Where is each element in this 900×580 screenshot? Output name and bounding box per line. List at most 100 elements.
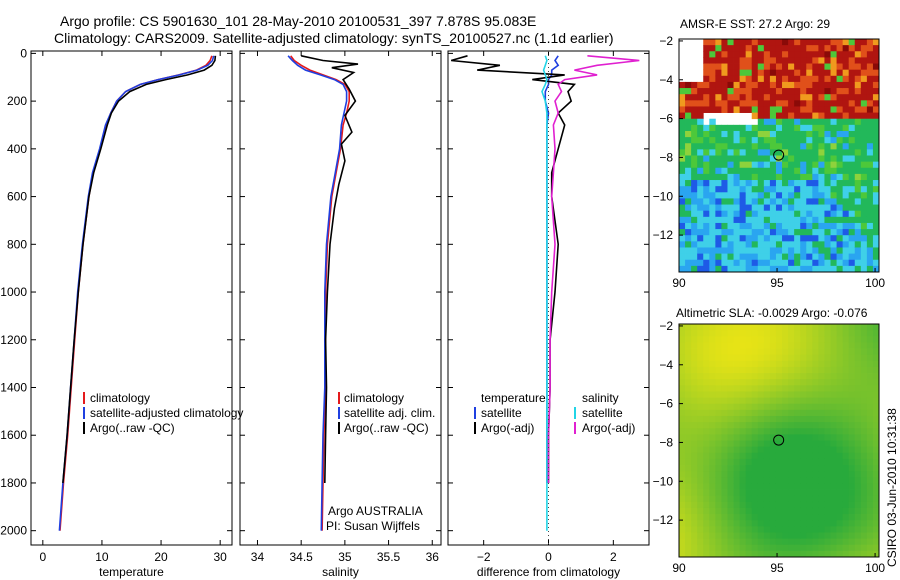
map-cell <box>751 137 759 144</box>
map-cell <box>775 342 783 349</box>
map-cell <box>757 130 765 138</box>
map-cell <box>782 477 789 484</box>
map-cell <box>763 507 771 515</box>
map-cell <box>763 198 771 205</box>
map-cell <box>842 495 850 503</box>
map-cell <box>818 495 825 503</box>
map-cell <box>800 514 807 521</box>
map-cell <box>842 348 850 356</box>
map-cell <box>679 422 686 429</box>
map-cell <box>691 434 698 441</box>
map-cell <box>763 222 771 230</box>
map-cell <box>866 477 874 484</box>
map-cell <box>788 259 795 267</box>
map-cell <box>854 81 862 89</box>
map-cell <box>715 106 722 113</box>
map-cell <box>800 471 807 478</box>
y-tick-label: −10 <box>653 474 674 488</box>
map-cell <box>751 57 759 64</box>
map-cell <box>691 204 698 212</box>
map-cell <box>679 265 686 273</box>
map-cell <box>751 198 759 205</box>
map-cell <box>836 354 844 362</box>
map-cell <box>800 75 807 83</box>
map-cell <box>782 247 789 254</box>
map-cell <box>836 155 844 163</box>
map-cell <box>800 483 807 490</box>
map-cell <box>788 452 795 460</box>
map-cell <box>679 434 686 441</box>
map-cell <box>860 57 868 64</box>
map-cell <box>842 143 850 150</box>
map-cell <box>721 173 728 181</box>
map-cell <box>679 222 686 230</box>
x-axis-label: temperature <box>99 565 164 579</box>
map-cell <box>697 253 704 261</box>
map-cell <box>721 526 728 533</box>
map-cell <box>830 446 837 454</box>
map-cell <box>788 397 795 405</box>
map-cell <box>842 514 850 521</box>
map-cell <box>860 324 868 331</box>
map-cell <box>830 63 837 71</box>
map-cell <box>836 324 844 331</box>
map-cell <box>709 366 716 374</box>
map-cell <box>709 247 716 254</box>
map-cell <box>812 501 819 509</box>
map-cell <box>763 373 771 380</box>
map-cell <box>818 434 825 441</box>
map-cell <box>842 130 850 138</box>
map-cell <box>709 507 716 515</box>
map-cell <box>842 88 850 95</box>
map-cell <box>697 130 704 138</box>
map-cell <box>836 124 844 132</box>
map-cell <box>806 391 813 398</box>
map-cell <box>800 477 807 484</box>
map-cell <box>751 229 759 236</box>
map-cell <box>782 45 789 52</box>
map-cell <box>794 112 801 120</box>
map-cell <box>806 75 813 83</box>
temperature-legend: climatology satellite-adjusted climatolo… <box>83 391 243 435</box>
map-cell <box>703 520 710 527</box>
map-cell <box>685 124 692 132</box>
map-cell <box>854 422 862 429</box>
map-cell <box>824 440 831 448</box>
map-cell <box>872 391 880 398</box>
map-cell <box>842 324 850 331</box>
map-cell <box>812 112 819 120</box>
map-cell <box>860 45 868 52</box>
map-cell <box>794 477 801 484</box>
map-cell <box>812 409 819 417</box>
map-cell <box>812 39 819 46</box>
map-cell <box>806 161 813 169</box>
map-cell <box>830 69 837 77</box>
map-cell <box>782 69 789 77</box>
map-cell <box>824 118 831 126</box>
map-cell <box>824 465 831 472</box>
x-tick-label: 0 <box>545 550 552 564</box>
map-cell <box>769 106 777 113</box>
map-cell <box>800 409 807 417</box>
map-cell <box>769 75 777 83</box>
map-cell <box>757 106 765 113</box>
map-cell <box>860 526 868 533</box>
map-cell <box>757 514 765 521</box>
map-cell <box>836 532 844 539</box>
map-cell <box>794 360 801 368</box>
map-cell <box>757 235 765 242</box>
map-cell <box>775 94 783 101</box>
map-cell <box>685 81 692 89</box>
map-cell <box>727 544 734 552</box>
map-cell <box>721 204 728 212</box>
map-cell <box>818 440 825 448</box>
map-cell <box>860 544 868 552</box>
map-cell <box>812 452 819 460</box>
map-cell <box>824 112 831 120</box>
map-cell <box>800 173 807 181</box>
map-cell <box>697 465 704 472</box>
map-cell <box>818 265 825 273</box>
map-cell <box>703 391 710 398</box>
map-cell <box>703 198 710 205</box>
map-cell <box>769 222 777 230</box>
